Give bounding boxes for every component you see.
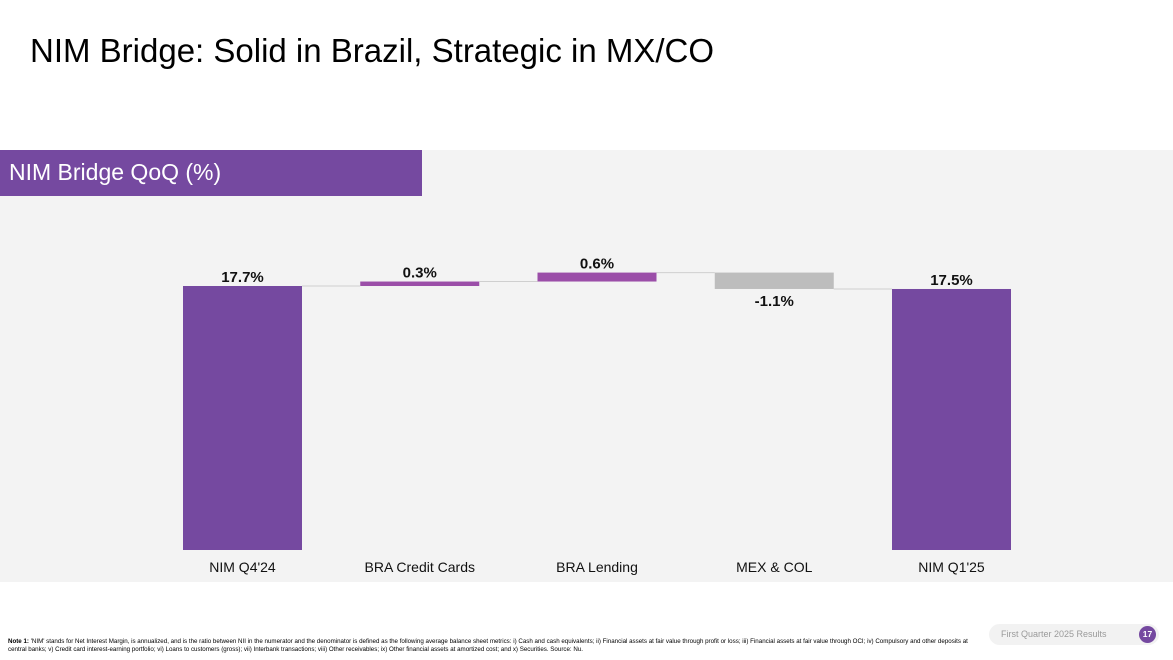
bar-1	[360, 281, 480, 287]
category-label-1: BRA Credit Cards	[365, 559, 475, 575]
footer-pill: First Quarter 2025 Results 17	[989, 624, 1159, 645]
category-label-3: MEX & COL	[736, 559, 812, 575]
chart-panel-header: NIM Bridge QoQ (%)	[0, 150, 422, 196]
data-label-4: 17.5%	[930, 272, 973, 289]
footnote: Note 1: 'NIM' stands for Net Interest Ma…	[8, 638, 980, 655]
bar-3	[714, 272, 834, 289]
slide-title: NIM Bridge: Solid in Brazil, Strategic i…	[30, 32, 715, 69]
bar-4	[892, 288, 1011, 550]
data-label-3: -1.1%	[755, 293, 794, 310]
footer-label: First Quarter 2025 Results	[1001, 629, 1107, 639]
data-label-0: 17.7%	[221, 269, 264, 286]
data-label-2: 0.6%	[580, 256, 614, 273]
bar-0	[183, 286, 302, 550]
footnote-lead: Note 1:	[8, 638, 29, 645]
category-label-0: NIM Q4'24	[209, 559, 276, 575]
bar-2	[537, 272, 657, 282]
footnote-body: 'NIM' stands for Net Interest Margin, is…	[8, 638, 968, 654]
data-label-1: 0.3%	[403, 265, 437, 282]
category-label-2: BRA Lending	[556, 559, 638, 575]
page-number-badge: 17	[1139, 626, 1156, 643]
nim-bridge-chart: 17.7% NIM Q4'24 0.3% BRA Credit Cards 0.6% BR…	[183, 256, 1011, 575]
category-label-4: NIM Q1'25	[918, 559, 985, 575]
